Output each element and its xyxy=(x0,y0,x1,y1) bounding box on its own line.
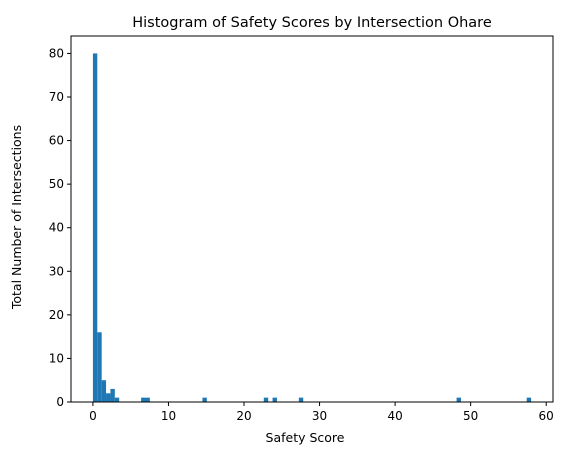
bars-group xyxy=(92,53,532,403)
x-tick-label: 10 xyxy=(161,409,176,423)
histogram-bar-7 xyxy=(145,397,150,402)
x-tick-label: 40 xyxy=(387,409,402,423)
x-axis-label: Safety Score xyxy=(266,430,345,445)
histogram-bar-9 xyxy=(263,397,269,402)
histogram-bar-5 xyxy=(114,397,120,402)
x-tick-label: 60 xyxy=(539,409,554,423)
histogram-bar-8 xyxy=(202,397,207,402)
x-axis: 0 10 20 30 40 50 60 xyxy=(89,402,554,423)
y-tick-label: 30 xyxy=(49,264,64,278)
histogram-bar-1 xyxy=(97,332,102,402)
y-axis-label: Total Number of Intersections xyxy=(9,125,24,310)
plot-frame xyxy=(70,35,554,403)
y-tick-label: 0 xyxy=(56,395,64,409)
histogram-bar-4 xyxy=(110,388,115,402)
histogram-bar-11 xyxy=(298,397,304,402)
histogram-bar-3 xyxy=(106,393,111,402)
x-tick-label: 0 xyxy=(89,409,97,423)
y-tick-label: 60 xyxy=(49,134,64,148)
y-tick-label: 50 xyxy=(49,177,64,191)
histogram-bar-10 xyxy=(272,397,277,402)
y-tick-label: 70 xyxy=(49,90,64,104)
chart-title: Histogram of Safety Scores by Intersecti… xyxy=(132,15,492,31)
histogram-bar-6 xyxy=(141,397,146,402)
x-tick-label: 20 xyxy=(236,409,251,423)
y-axis: 0 10 20 30 40 50 60 70 80 xyxy=(49,46,71,409)
histogram-bar-13 xyxy=(526,397,532,402)
x-tick-label: 50 xyxy=(463,409,478,423)
histogram-bar-0 xyxy=(92,53,98,403)
x-tick-label: 30 xyxy=(312,409,327,423)
y-tick-label: 20 xyxy=(49,308,64,322)
histogram-bar-12 xyxy=(456,397,461,402)
histogram-bar-2 xyxy=(101,380,107,402)
y-tick-label: 10 xyxy=(49,351,64,365)
y-tick-label: 40 xyxy=(49,221,64,235)
y-tick-label: 80 xyxy=(49,46,64,60)
